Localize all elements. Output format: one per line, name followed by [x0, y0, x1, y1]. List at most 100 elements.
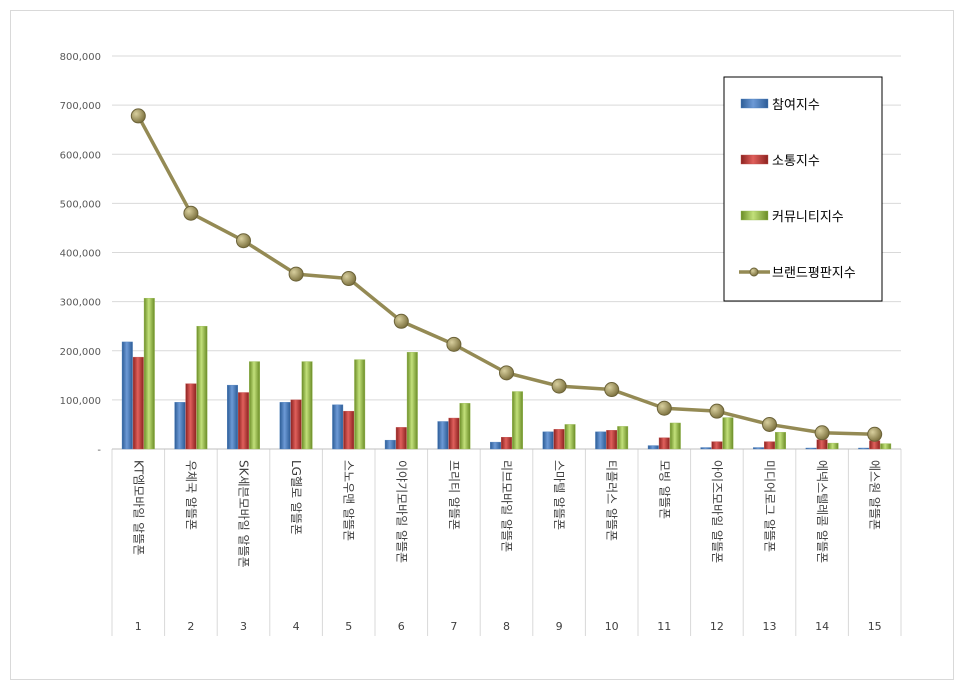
brand-line-point: [709, 403, 725, 419]
x-category-label: 모빙 알뜰폰: [657, 460, 671, 519]
bar-communication: [343, 410, 355, 450]
x-rank-label: 4: [293, 620, 300, 633]
x-rank-label: 8: [503, 620, 510, 633]
brand-line-point: [183, 205, 199, 221]
x-category-label: 티플러스 알뜰폰: [605, 460, 619, 541]
legend-line-marker: [749, 267, 759, 277]
x-category-label: 이야기모바일 알뜰폰: [394, 460, 408, 563]
x-category-label: 프리티 알뜰폰: [447, 460, 461, 530]
x-category-label: 스마텔 알뜰폰: [552, 460, 566, 530]
x-rank-label: 12: [710, 620, 724, 633]
bar-participation: [437, 421, 449, 450]
bar-community: [722, 417, 734, 450]
x-category-label: 미디어로그 알뜰폰: [763, 460, 777, 552]
bar-participation: [490, 441, 501, 450]
legend-swatch: [740, 154, 769, 165]
bar-participation: [279, 402, 291, 450]
y-tick-label: -: [97, 445, 101, 456]
bar-participation: [332, 404, 344, 450]
bar-participation: [384, 439, 396, 450]
y-tick-label: 500,000: [60, 199, 101, 210]
bar-communication: [185, 383, 197, 450]
x-rank-label: 9: [556, 620, 563, 633]
bar-participation: [595, 431, 607, 450]
bar-community: [669, 422, 681, 450]
bar-community: [143, 297, 155, 450]
bar-community: [512, 391, 523, 450]
x-category-label: LG헬로 알뜰폰: [289, 460, 303, 535]
brand-line-point: [656, 400, 672, 416]
bar-community: [406, 352, 418, 450]
bar-communication: [606, 430, 618, 450]
y-tick-label: 200,000: [60, 347, 101, 358]
x-rank-label: 6: [398, 620, 405, 633]
bar-communication: [553, 429, 565, 450]
bar-participation: [647, 445, 659, 450]
x-rank-label: 5: [345, 620, 352, 633]
bar-community: [775, 432, 786, 450]
bar-participation: [700, 447, 712, 450]
brand-line-point: [446, 336, 462, 352]
brand-line-point: [762, 416, 777, 432]
brand-line-point: [130, 108, 146, 124]
bar-communication: [290, 399, 302, 450]
bar-communication: [869, 440, 881, 450]
x-category-label: 에스원 알뜰폰: [868, 460, 882, 530]
x-rank-label: 1: [135, 620, 142, 633]
legend-label: 브랜드평판지수: [772, 266, 856, 281]
bar-community: [301, 361, 313, 450]
x-rank-label: 2: [187, 620, 194, 633]
bar-communication: [448, 417, 460, 450]
x-rank-label: 7: [450, 620, 457, 633]
legend-box: [723, 76, 883, 302]
bar-community: [827, 442, 839, 450]
legend-label: 소통지수: [772, 154, 820, 169]
bar-communication: [658, 437, 670, 450]
bar-participation: [227, 384, 238, 450]
bar-community: [564, 424, 576, 450]
bar-communication: [711, 441, 723, 450]
legend-swatch: [740, 98, 769, 109]
bar-participation: [121, 341, 133, 450]
y-tick-label: 400,000: [60, 249, 101, 260]
bar-participation: [858, 447, 870, 450]
bar-community: [249, 361, 260, 450]
x-rank-label: 3: [240, 620, 247, 633]
brand-line: [130, 108, 883, 442]
legend-label: 참여지수: [772, 98, 820, 113]
x-category-label: 아이즈모바일 알뜰폰: [710, 460, 724, 563]
legend-swatch: [740, 210, 769, 221]
x-category-label: 우체국 알뜰폰: [184, 460, 198, 530]
bar-communication: [501, 437, 512, 450]
brand-line-point: [551, 378, 567, 394]
bar-communication: [238, 392, 249, 450]
y-tick-label: 300,000: [60, 298, 101, 309]
x-category-label: 에넥스텔레콤 알뜰폰: [815, 460, 829, 563]
legend-label: 커뮤니티지수: [772, 210, 844, 225]
bar-community: [880, 443, 892, 450]
bar-communication: [764, 441, 775, 450]
bar-community: [459, 403, 471, 450]
bar-communication: [132, 356, 144, 450]
y-tick-label: 600,000: [60, 150, 101, 161]
y-tick-label: 700,000: [60, 101, 101, 112]
brand-line-point: [393, 313, 409, 329]
brand-line-point: [288, 266, 304, 282]
brand-line-point: [236, 233, 251, 249]
x-axis-categories: KT엠모바일 알뜰폰 1 우체국 알뜰폰 2 SK세븐모바일 알뜰폰 3 LG헬로 알뜰폰 4…: [131, 460, 881, 633]
x-category-label: 스노우맨 알뜰폰: [342, 460, 356, 541]
bar-communication: [395, 427, 407, 450]
x-rank-label: 10: [605, 620, 619, 633]
brand-line-point: [341, 271, 357, 287]
brand-line-point: [499, 365, 514, 381]
y-tick-label: 800,000: [60, 52, 101, 63]
x-rank-label: 13: [763, 620, 777, 633]
x-rank-label: 15: [868, 620, 882, 633]
brand-line-point: [814, 425, 830, 441]
y-tick-label: 100,000: [60, 396, 101, 407]
x-rank-label: 11: [657, 620, 671, 633]
brand-line-point: [604, 382, 620, 398]
bar-community: [617, 426, 629, 450]
x-category-label: SK세븐모바일 알뜰폰: [237, 460, 251, 568]
